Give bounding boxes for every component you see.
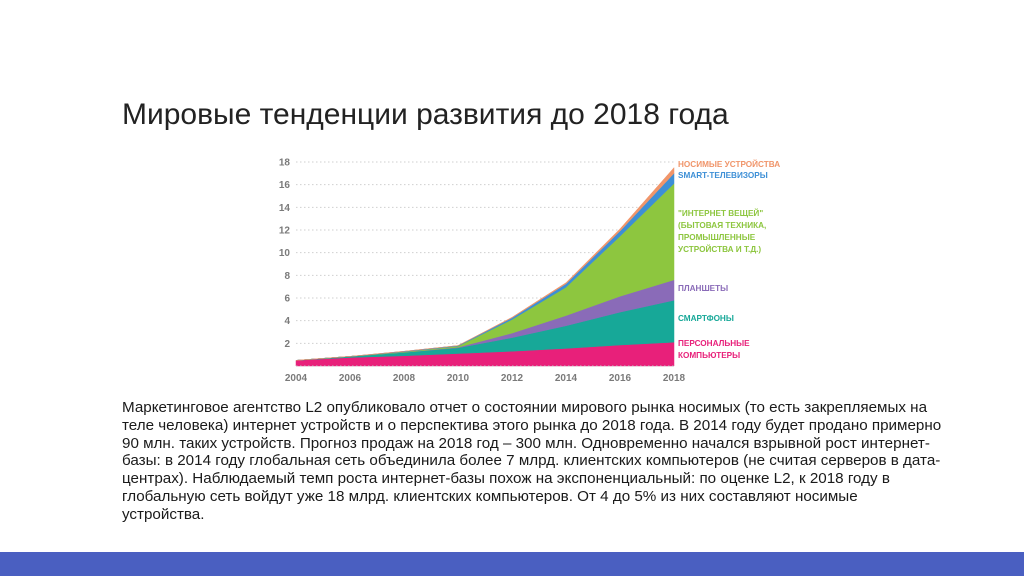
x-tick-label: 2016 xyxy=(609,373,632,384)
y-tick-label: 6 xyxy=(284,294,290,305)
legend-label-3: ПЛАНШЕТЫ xyxy=(678,284,728,293)
y-tick-label: 4 xyxy=(284,316,290,327)
area-chart-svg: 2 4 6 8 10 12 14 16 18 2004 2006 2008 2010 2012 2014 20… xyxy=(279,158,780,385)
legend-label-5: SMART-ТЕЛЕВИЗОРЫ xyxy=(678,171,768,180)
x-tick-label: 2014 xyxy=(555,373,578,384)
x-tick-label: 2010 xyxy=(447,373,470,384)
x-tick-label: 2006 xyxy=(339,373,362,384)
area-chart: 2 4 6 8 10 12 14 16 18 2004 2006 2008 2010 2012 2014 20… xyxy=(270,150,790,390)
legend-label-2: СМАРТФОНЫ xyxy=(678,314,734,323)
legend-label-6: НОСИМЫЕ УСТРОЙСТВА xyxy=(678,158,780,169)
body-paragraph: Маркетинговое агентство L2 опубликовало … xyxy=(122,399,942,523)
legend-label-4: "ИНТЕРНЕТ ВЕЩЕЙ" (БЫТОВАЯ ТЕХНИКА, ПРОМЫ… xyxy=(678,207,766,254)
y-tick-label: 14 xyxy=(279,203,291,214)
slide-title: Мировые тенденции развития до 2018 года xyxy=(122,98,729,131)
y-tick-label: 10 xyxy=(279,248,291,259)
x-tick-label: 2004 xyxy=(285,373,308,384)
y-tick-label: 16 xyxy=(279,180,291,191)
legend-label-1: ПЕРСОНАЛЬНЫЕ КОМПЬЮТЕРЫПЕРСОНАЛЬНЫЕ КОМПЬ… xyxy=(678,339,750,360)
y-tick-label: 18 xyxy=(279,158,291,169)
y-tick-label: 2 xyxy=(284,339,290,350)
x-tick-label: 2008 xyxy=(393,373,416,384)
area-series-group xyxy=(295,167,675,367)
x-tick-label: 2018 xyxy=(663,373,686,384)
footer-bar xyxy=(0,552,1024,576)
y-tick-label: 8 xyxy=(284,271,290,282)
x-tick-label: 2012 xyxy=(501,373,524,384)
legend: ПЕРСОНАЛЬНЫЕ КОМПЬЮТЕРЫПЕРСОНАЛЬНЫЕ КОМПЬ… xyxy=(678,158,780,360)
y-tick-label: 12 xyxy=(279,226,291,237)
axes: 2 4 6 8 10 12 14 16 18 2004 2006 2008 2010 2012 2014 20… xyxy=(279,158,686,385)
area-series-6 xyxy=(295,167,675,361)
